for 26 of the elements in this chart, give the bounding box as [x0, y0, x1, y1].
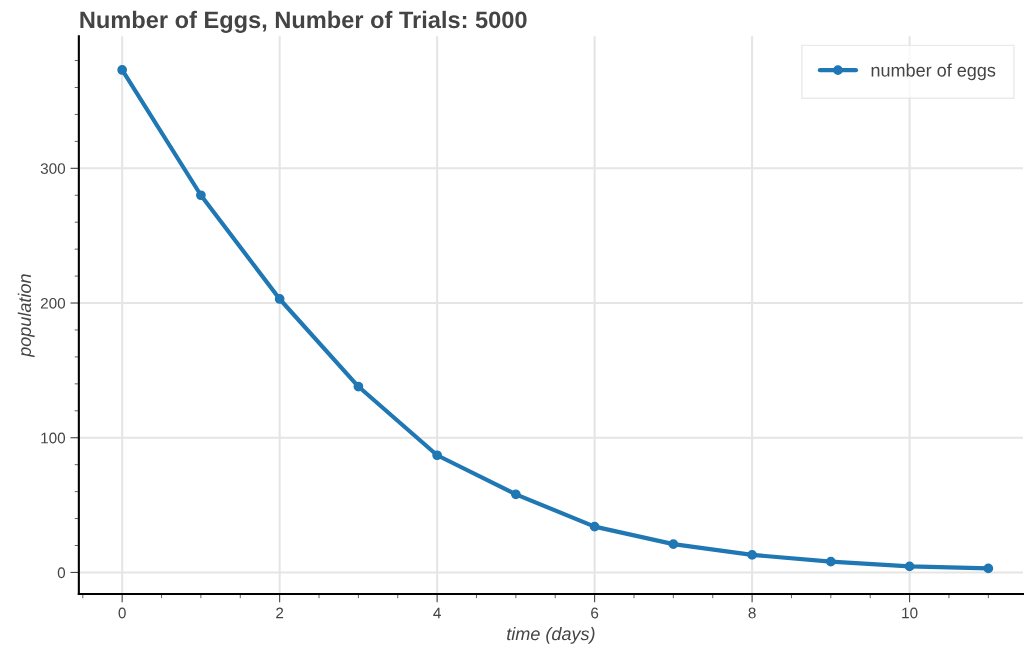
point — [117, 65, 128, 75]
y-tick-label: 200 — [40, 297, 66, 309]
x-tick-label: 0 — [118, 607, 126, 619]
point — [825, 556, 836, 567]
point — [432, 450, 442, 461]
point — [904, 561, 915, 572]
y-axis-title: population — [17, 274, 35, 358]
point — [668, 539, 679, 550]
point — [274, 294, 285, 304]
point — [511, 489, 521, 500]
legend-label: number of eggs — [871, 63, 996, 81]
x-tick-label: 2 — [276, 607, 284, 619]
point — [196, 190, 206, 201]
chart-title: Number of Eggs, Number of Trials: 5000 — [80, 10, 527, 33]
x-tick-label: 4 — [433, 607, 441, 619]
x-axis-title: time (days) — [507, 626, 595, 644]
x-tick-label: 8 — [748, 607, 756, 619]
point — [747, 550, 757, 560]
x-tick-label: 6 — [591, 607, 599, 619]
y-tick-label: 0 — [57, 567, 66, 579]
point — [353, 381, 364, 392]
x-tick-label: 10 — [902, 607, 918, 619]
y-tick-label: 100 — [41, 432, 66, 444]
point — [589, 521, 600, 532]
y-tick-label: 300 — [40, 163, 66, 174]
point — [983, 563, 994, 574]
